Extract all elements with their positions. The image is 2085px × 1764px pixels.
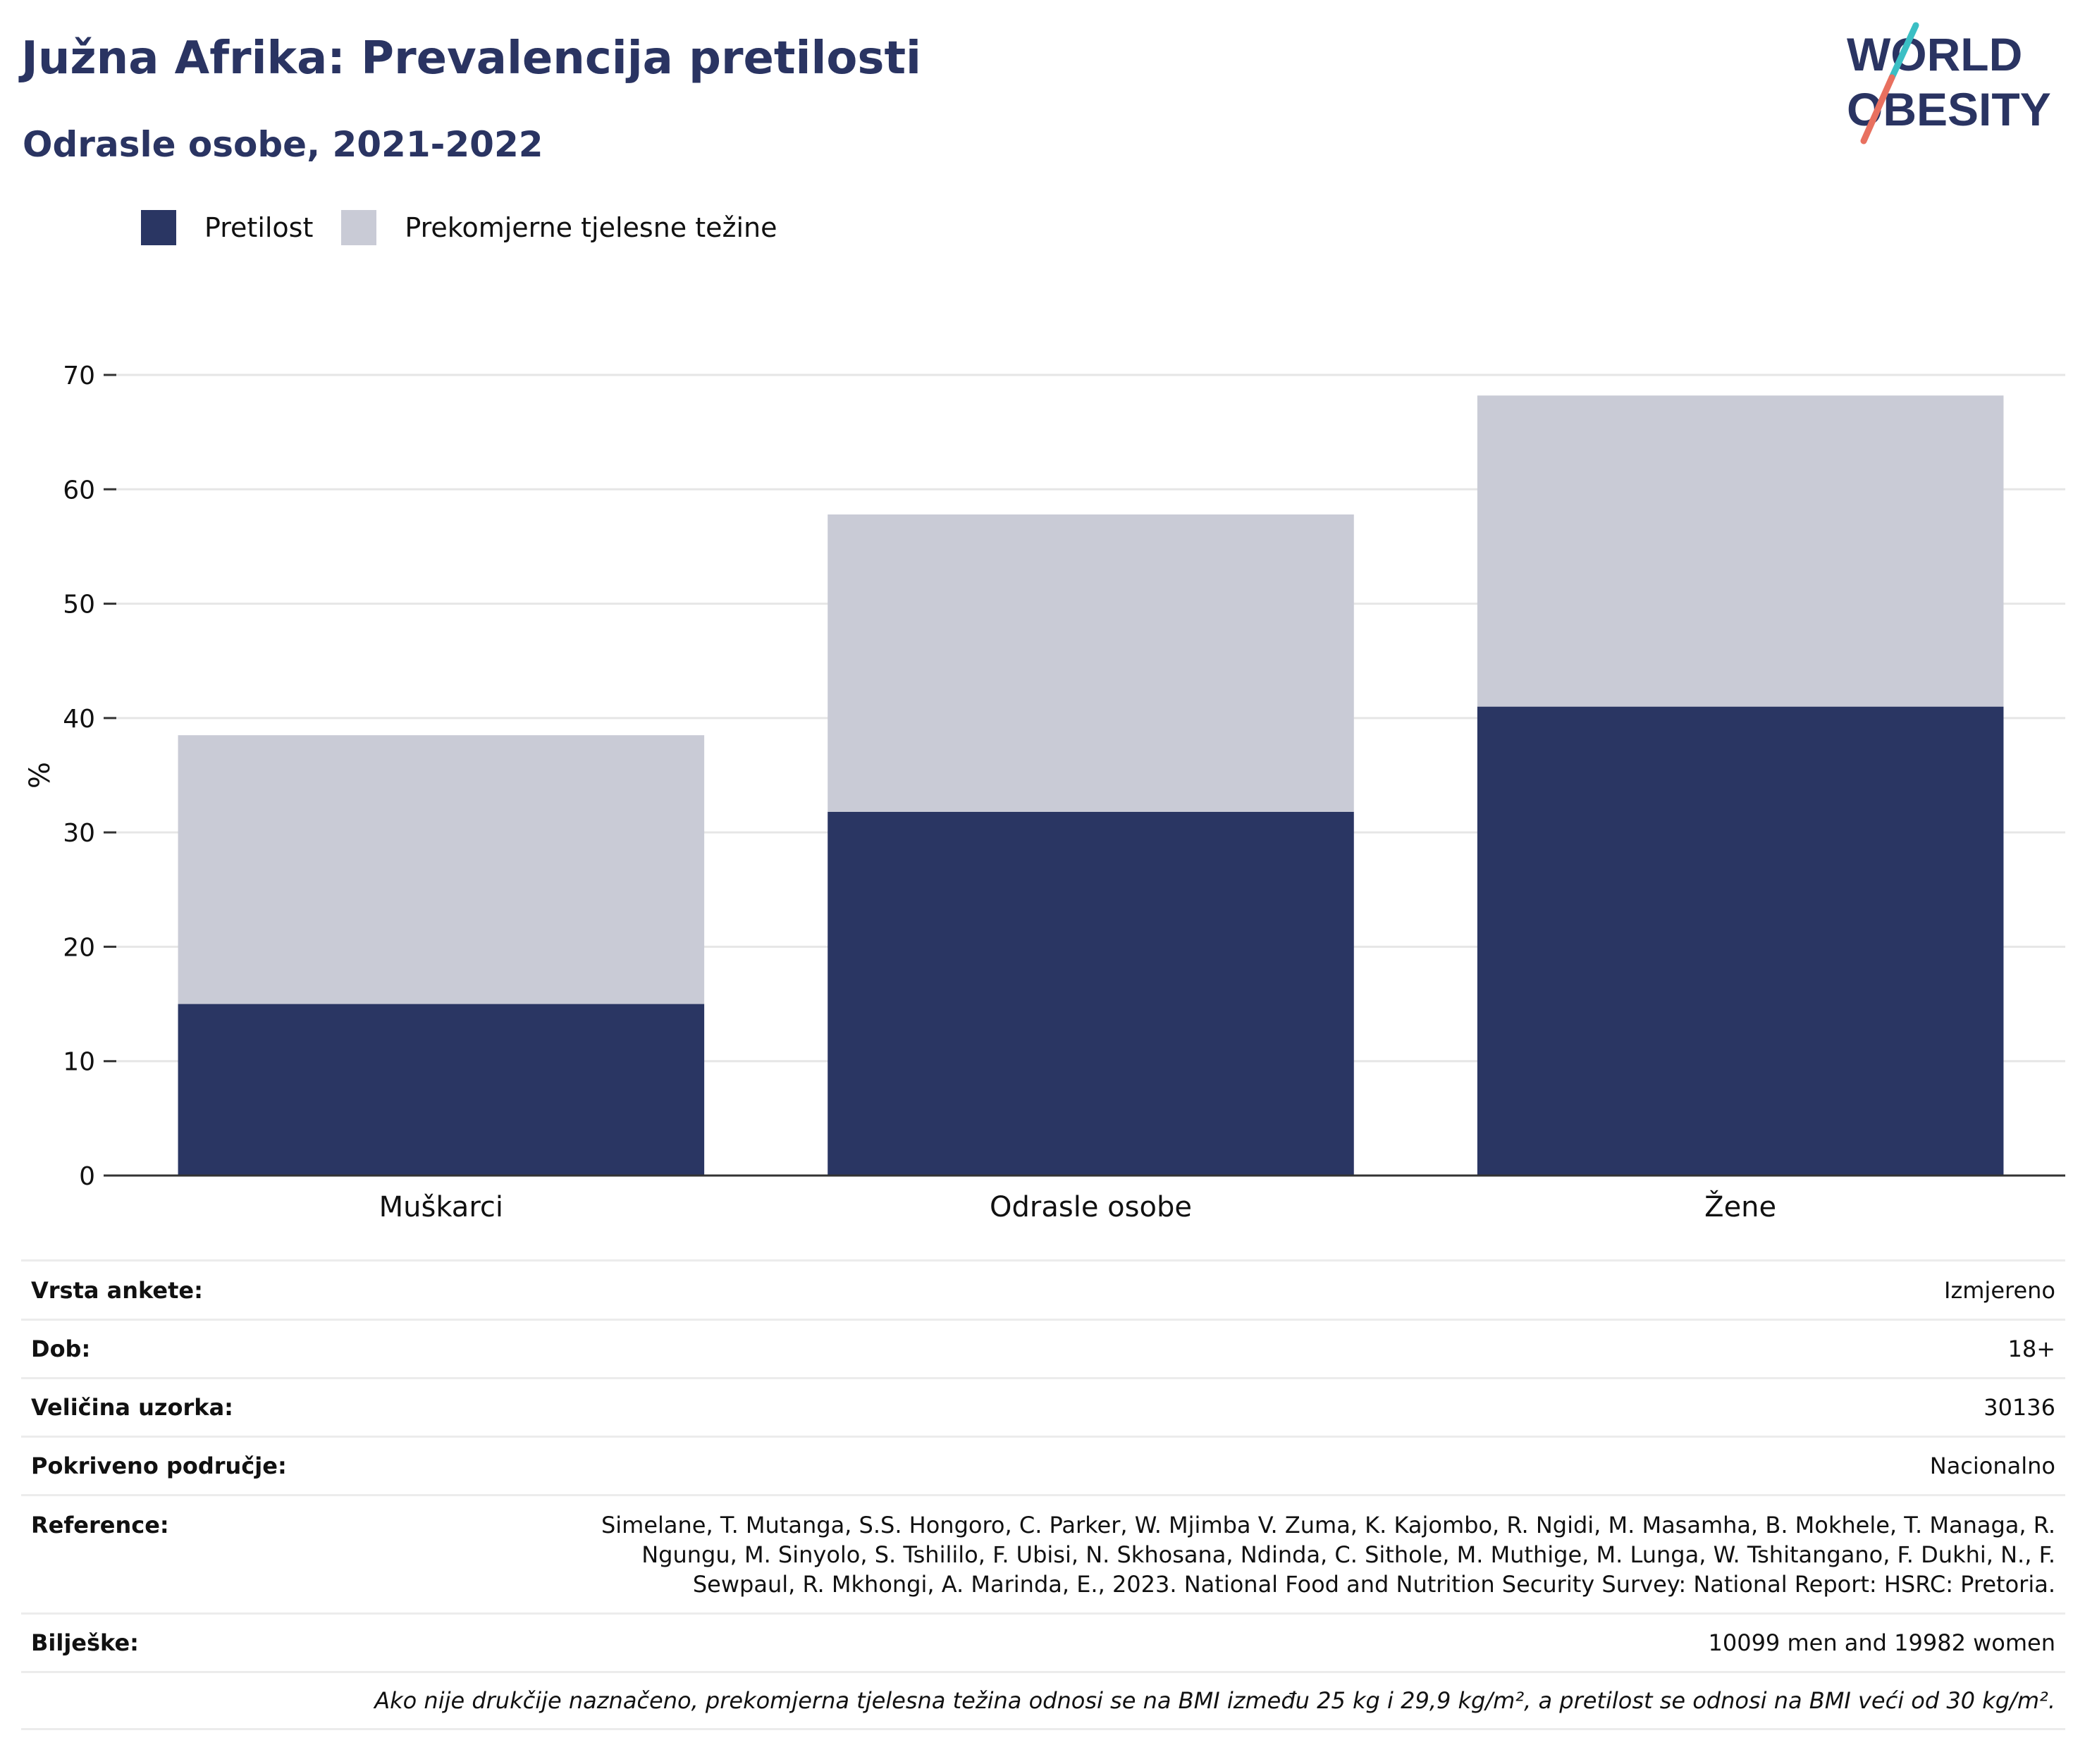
y-tick-label: 0 — [79, 1162, 95, 1191]
page-title: Južna Afrika: Prevalencija pretilosti — [21, 32, 921, 85]
footnote-row: Ako nije drukčije naznačeno, prekomjerna… — [21, 1671, 2065, 1730]
y-tick-label: 20 — [63, 933, 95, 962]
info-value: Izmjereno — [1944, 1276, 2055, 1304]
bar-obesity — [178, 1004, 705, 1176]
legend-label-overweight: Prekomjerne tjelesne težine — [405, 212, 777, 243]
survey-info-table: Vrsta ankete: Izmjereno Dob: 18+ Veličin… — [21, 1259, 2065, 1730]
legend-label-obesity: Pretilost — [204, 212, 314, 243]
page-subtitle: Odrasle osobe, 2021-2022 — [23, 124, 543, 165]
info-value: Nacionalno — [1929, 1452, 2055, 1479]
bar-overweight — [828, 514, 1354, 812]
logo-line1: WORLD — [1847, 28, 2022, 80]
y-tick-label: 40 — [63, 705, 95, 734]
footnote: Ako nije drukčije naznačeno, prekomjerna… — [374, 1687, 2055, 1714]
info-value: 10099 men and 19982 women — [1708, 1629, 2055, 1656]
info-row-age: Dob: 18+ — [21, 1319, 2065, 1377]
y-tick-label: 10 — [63, 1048, 95, 1077]
y-tick-label: 70 — [63, 362, 95, 390]
info-label: Dob: — [31, 1336, 91, 1362]
chart-legend: Pretilost Prekomjerne tjelesne težine — [141, 210, 806, 245]
bar-obesity — [1477, 706, 2004, 1176]
x-tick-label: Muškarci — [379, 1191, 503, 1223]
legend-swatch-obesity — [141, 210, 176, 245]
legend-swatch-overweight — [341, 210, 377, 245]
y-tick-label: 30 — [63, 819, 95, 848]
info-label: Vrsta ankete: — [31, 1276, 203, 1304]
bar-chart: 0 10 20 30 40 50 60 70% Muškarci Odrasle osobe Žen… — [24, 362, 2065, 1223]
world-obesity-logo: WORLD OBESITY — [1847, 22, 2051, 144]
info-row-sample-size: Veličina uzorka: 30136 — [21, 1377, 2065, 1436]
bar-obesity — [828, 811, 1354, 1176]
y-axis-label: % — [24, 762, 56, 789]
legend-item-overweight: Prekomjerne tjelesne težine — [341, 210, 777, 245]
info-label: Bilješke: — [31, 1629, 139, 1656]
bar-overweight — [1477, 395, 2004, 707]
logo-teal-stroke — [1888, 22, 1919, 81]
info-row-reference: Reference: Simelane, T. Mutanga, S.S. Ho… — [21, 1494, 2065, 1612]
info-row-notes: Bilješke: 10099 men and 19982 women — [21, 1612, 2065, 1671]
info-row-coverage: Pokriveno područje: Nacionalno — [21, 1436, 2065, 1494]
y-tick-label: 60 — [63, 476, 95, 505]
info-value: 18+ — [2007, 1336, 2055, 1362]
y-tick-label: 50 — [63, 591, 95, 619]
x-tick-label: Žene — [1704, 1190, 1776, 1223]
info-label: Veličina uzorka: — [31, 1394, 233, 1421]
logo-coral-stroke — [1860, 74, 1895, 144]
info-row-survey-type: Vrsta ankete: Izmjereno — [21, 1259, 2065, 1319]
bar-overweight — [178, 735, 705, 1004]
legend-item-obesity: Pretilost — [141, 210, 313, 245]
info-value-reference: Simelane, T. Mutanga, S.S. Hongoro, C. P… — [601, 1512, 2055, 1598]
info-label: Reference: — [31, 1512, 169, 1538]
info-label: Pokriveno područje: — [31, 1452, 287, 1479]
x-tick-label: Odrasle osobe — [990, 1191, 1192, 1223]
info-value: 30136 — [1983, 1394, 2055, 1421]
